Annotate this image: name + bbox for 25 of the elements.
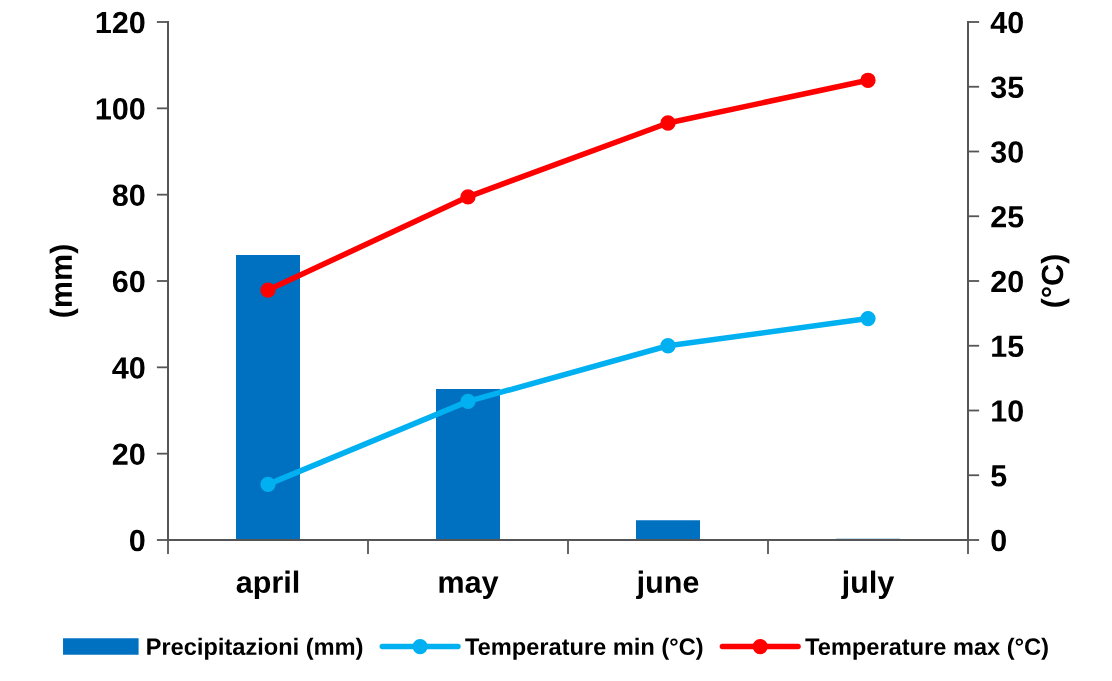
x-tick-label: june xyxy=(636,570,699,600)
y2-tick-label: 40 xyxy=(990,11,1023,34)
legend-label: Temperature max (°C) xyxy=(805,637,1048,660)
y-tick-label: 0 xyxy=(129,529,145,552)
y-tick-label: 100 xyxy=(96,98,145,120)
y-tick-label: 120 xyxy=(96,11,145,34)
y-axis-title: (mm) xyxy=(49,245,79,317)
y2-tick-label: 35 xyxy=(990,76,1024,99)
y2-axis-title: (°C) xyxy=(1040,255,1070,307)
y-tick-label: 40 xyxy=(112,357,145,379)
y-tick-label: 60 xyxy=(112,270,145,293)
y-tick-label: 80 xyxy=(112,184,145,207)
x-tick-label: july xyxy=(841,570,895,600)
y2-tick-label: 10 xyxy=(992,400,1023,422)
legend-label: Precipitazioni (mm) xyxy=(147,637,363,660)
y-tick-label: 20 xyxy=(112,443,145,466)
x-tick-label: april xyxy=(236,570,299,600)
legend-label: Temperature min (°C) xyxy=(465,637,703,660)
y2-tick-label: 5 xyxy=(991,465,1007,487)
y2-tick-label: 15 xyxy=(992,335,1024,358)
y2-tick-label: 30 xyxy=(990,141,1023,163)
x-tick-label: may xyxy=(439,576,499,600)
y2-tick-label: 0 xyxy=(991,529,1006,552)
y2-tick-label: 20 xyxy=(991,270,1023,293)
y2-tick-label: 25 xyxy=(991,205,1024,228)
